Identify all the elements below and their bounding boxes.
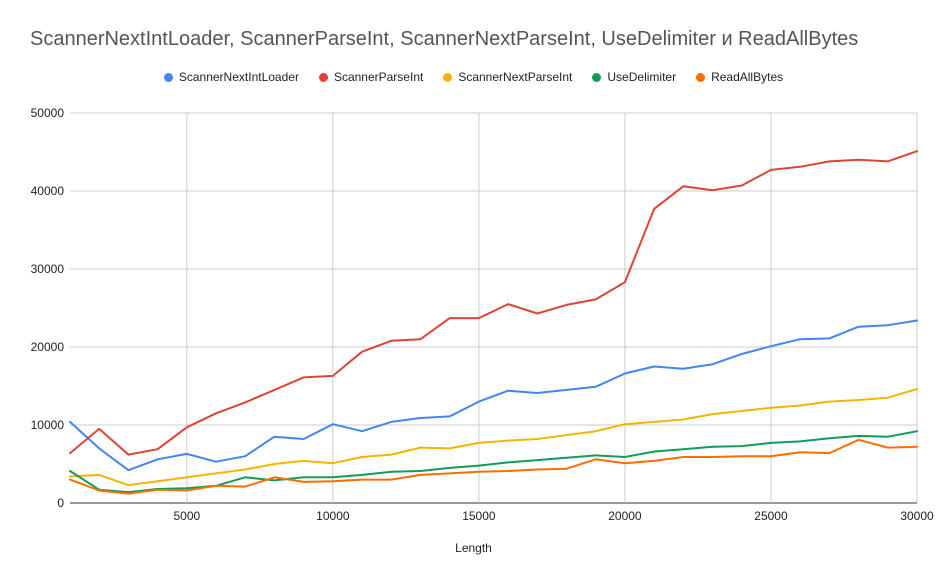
legend-marker (443, 72, 453, 82)
legend-item-usedelimiter[interactable]: UseDelimiter (592, 70, 676, 84)
series-line-readallbytes (69, 438, 918, 495)
x-tick-label: 25000 (754, 509, 788, 523)
x-tick-label: 20000 (608, 509, 642, 523)
y-tick-label: 30000 (31, 262, 65, 276)
legend-item-scannernextintloader[interactable]: ScannerNextIntLoader (163, 70, 299, 84)
y-tick-label: 50000 (31, 106, 65, 120)
series-line-usedelimiter (69, 430, 918, 494)
x-tick-label: 15000 (462, 509, 496, 523)
legend-marker (163, 72, 173, 82)
legend-label: ScannerParseInt (333, 70, 424, 84)
chart-title: ScannerNextIntLoader, ScannerParseInt, S… (30, 28, 859, 50)
x-tick-label: 10000 (316, 509, 350, 523)
series-line-scannernextintloader (69, 319, 918, 472)
legend-label: ScannerNextParseInt (458, 70, 573, 84)
x-axis-label: Length (455, 541, 492, 555)
legend-item-readallbytes[interactable]: ReadAllBytes (696, 70, 783, 84)
legend-marker (592, 72, 602, 82)
legend-label: UseDelimiter (607, 70, 677, 84)
y-tick-label: 0 (57, 496, 64, 510)
series-line-scannernextparseint (69, 388, 918, 487)
y-tick-label: 20000 (31, 340, 65, 354)
legend-marker (696, 72, 706, 82)
y-tick-label: 40000 (31, 184, 65, 198)
series-line-scannerparseint (69, 150, 918, 456)
legend-label: ReadAllBytes (711, 70, 784, 84)
legend-label: ScannerNextIntLoader (178, 70, 299, 84)
legend-item-scannerparseint[interactable]: ScannerParseInt (318, 70, 424, 84)
x-tick-label: 5000 (173, 509, 200, 523)
y-tick-label: 10000 (31, 418, 65, 432)
legend-marker (318, 72, 328, 82)
legend-item-scannernextparseint[interactable]: ScannerNextParseInt (443, 70, 572, 84)
x-tick-label: 30000 (900, 509, 934, 523)
legend: ScannerNextIntLoader ScannerParseInt Sca… (0, 70, 947, 84)
